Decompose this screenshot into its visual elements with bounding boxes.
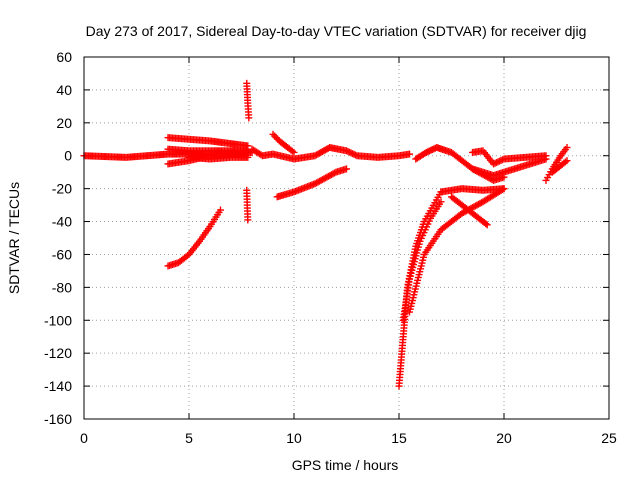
data-point bbox=[244, 153, 252, 161]
data-point bbox=[563, 157, 571, 165]
data-point bbox=[542, 152, 550, 160]
x-tick-label: 25 bbox=[601, 430, 617, 446]
x-tick-label: 10 bbox=[286, 430, 302, 446]
data-point bbox=[437, 198, 445, 206]
y-tick-label: -140 bbox=[44, 378, 72, 394]
y-axis-label: SDTVAR / TECUs bbox=[6, 182, 22, 294]
y-tick-label: -100 bbox=[44, 312, 72, 328]
data-point bbox=[406, 150, 413, 158]
data-point bbox=[288, 147, 296, 155]
data-point bbox=[245, 114, 253, 122]
x-tick-label: 20 bbox=[496, 430, 512, 446]
data-points bbox=[80, 79, 571, 390]
x-tick-label: 0 bbox=[80, 430, 88, 446]
data-point bbox=[563, 144, 571, 151]
chart-title: Day 273 of 2017, Sidereal Day-to-day VTE… bbox=[86, 23, 587, 39]
y-tick-label: 20 bbox=[56, 115, 72, 131]
data-point bbox=[343, 165, 350, 173]
y-tick-label: 40 bbox=[56, 82, 72, 98]
tick-labels: 0 5 10 15 20 25 -160 -140 -120 -100 -80 -60 -40 -20 0 2… bbox=[44, 49, 617, 446]
y-tick-label: 0 bbox=[64, 148, 72, 164]
y-tick-label: -160 bbox=[44, 411, 72, 427]
data-point bbox=[483, 221, 491, 229]
axis-ticks bbox=[83, 56, 610, 420]
data-point bbox=[561, 158, 569, 166]
grid-lines bbox=[84, 57, 609, 419]
y-tick-label: -40 bbox=[52, 214, 72, 230]
data-point bbox=[217, 206, 224, 214]
plot-frame bbox=[83, 56, 610, 420]
data-point bbox=[244, 216, 252, 224]
x-axis-label: GPS time / hours bbox=[292, 457, 399, 473]
data-point bbox=[290, 148, 298, 156]
data-point bbox=[482, 220, 490, 228]
data-point bbox=[500, 173, 508, 181]
x-tick-label: 5 bbox=[185, 430, 193, 446]
y-tick-label: -80 bbox=[52, 279, 72, 295]
y-tick-label: -120 bbox=[44, 345, 72, 361]
y-tick-label: -60 bbox=[52, 246, 72, 262]
y-tick-label: -20 bbox=[52, 181, 72, 197]
data-point bbox=[500, 185, 508, 193]
y-tick-label: 60 bbox=[56, 49, 72, 65]
x-tick-label: 15 bbox=[391, 430, 407, 446]
